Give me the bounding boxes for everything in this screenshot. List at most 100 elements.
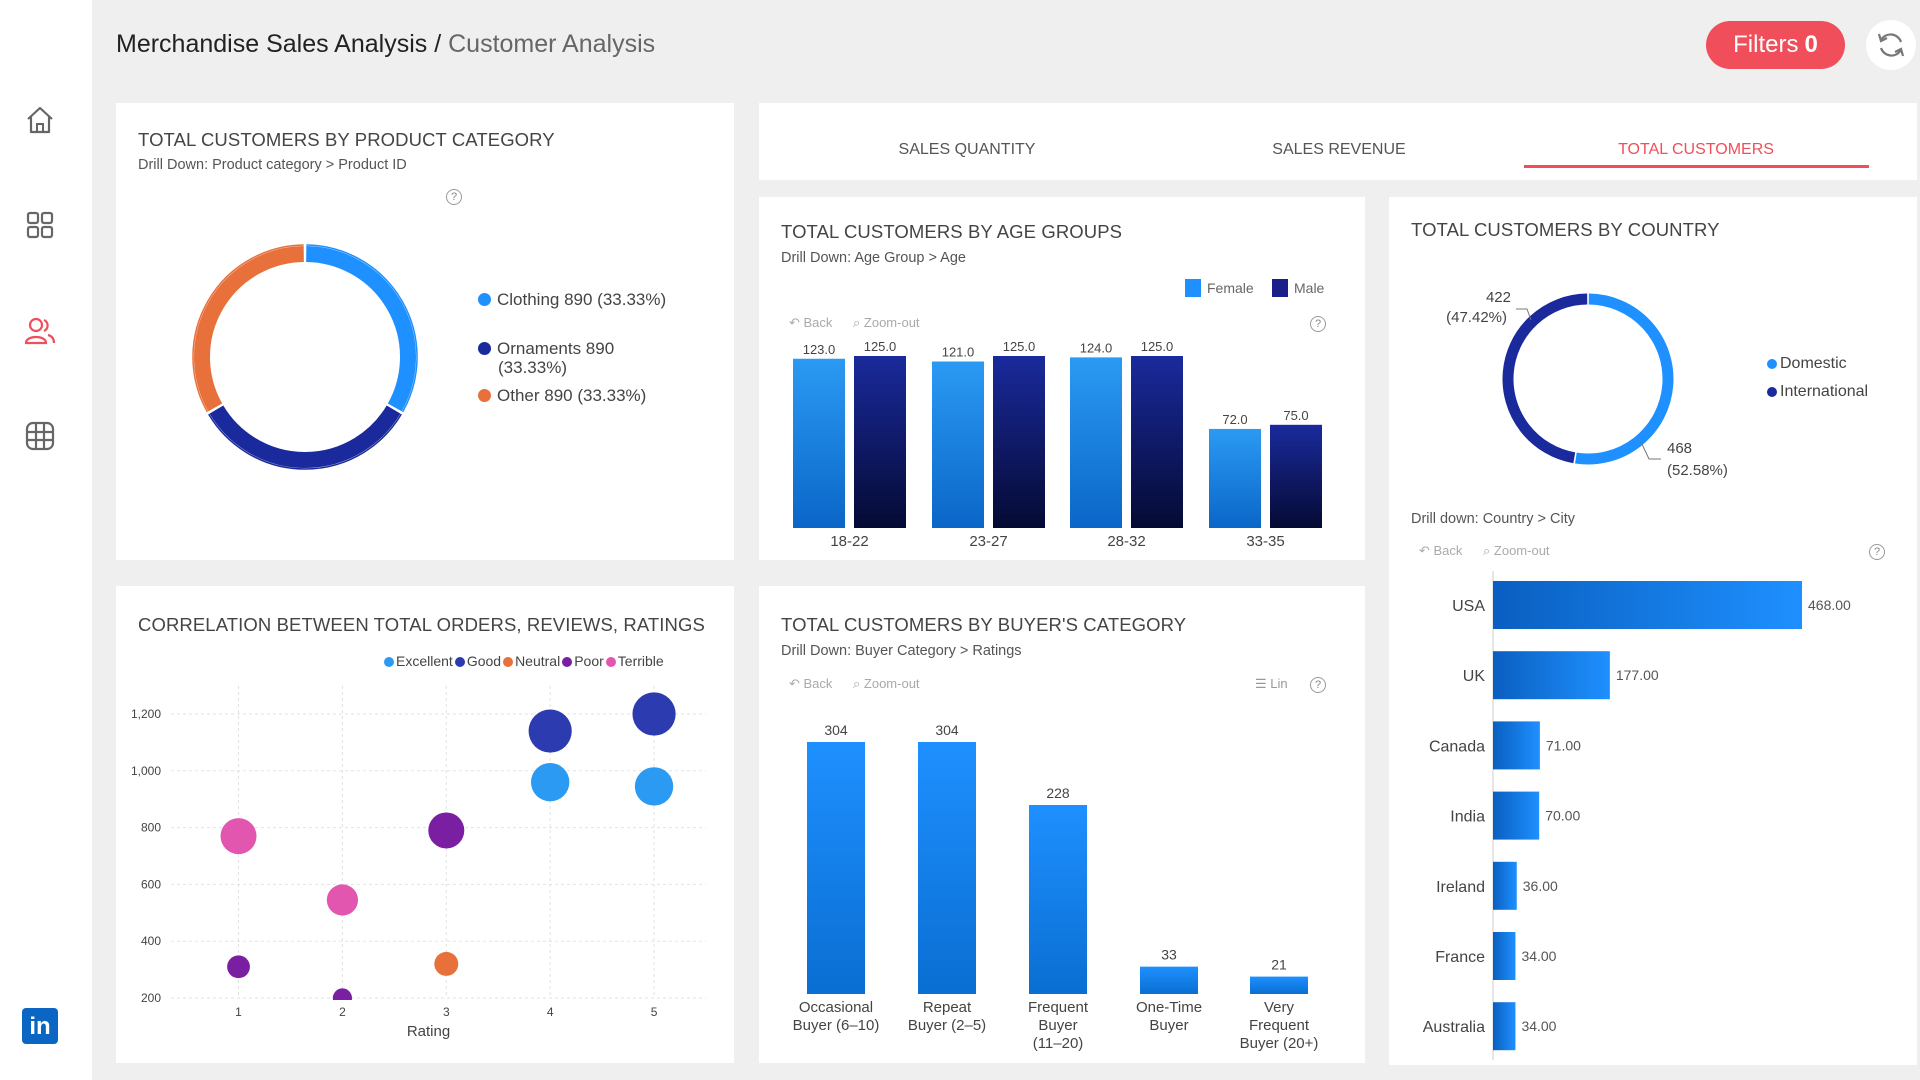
- linear-scale-toggle[interactable]: ☰ Lin: [1255, 676, 1288, 691]
- legend-item-male[interactable]: Male: [1272, 279, 1324, 297]
- bubble-poor: [332, 988, 353, 1000]
- y-tick-label: Australia: [1423, 1019, 1485, 1036]
- legend-label: Clothing 890 (33.33%): [497, 290, 667, 309]
- tabs-card: SALES QUANTITY SALES REVENUE TOTAL CUSTO…: [759, 103, 1917, 180]
- legend-item-ornaments-pct: (33.33%): [498, 358, 567, 377]
- bar-australia: [1493, 1002, 1516, 1051]
- legend-dot: [605, 657, 616, 667]
- x-tick-label: Buyer (2–5): [908, 1017, 986, 1034]
- linkedin-logo-icon[interactable]: in: [22, 1008, 58, 1044]
- zoom-out-button[interactable]: ⌕ Zoom-out: [853, 676, 920, 691]
- legend-item-poor[interactable]: Poor: [562, 653, 604, 669]
- x-tick-label: Frequent: [1028, 999, 1089, 1016]
- legend-label: Good: [466, 653, 502, 669]
- tab-sales-quantity[interactable]: SALES QUANTITY: [898, 141, 1036, 158]
- product-category-donut: [192, 244, 418, 470]
- bar-male: [854, 356, 906, 528]
- x-tick-label: Buyer: [1038, 1017, 1077, 1034]
- bar-value-label: 468.00: [1808, 597, 1851, 613]
- back-label: Back: [1433, 543, 1463, 558]
- back-button[interactable]: ↶ Back: [789, 676, 833, 691]
- legend-item-excellent[interactable]: Excellent: [384, 653, 453, 669]
- legend-dot: [478, 389, 491, 402]
- card-title: TOTAL CUSTOMERS BY AGE GROUPS: [781, 221, 1123, 242]
- dashboard-icon[interactable]: [22, 207, 58, 243]
- refresh-button[interactable]: [1866, 20, 1916, 70]
- page-title: Merchandise Sales Analysis / Customer An…: [116, 30, 655, 59]
- bar-buyer-category: [1250, 976, 1308, 994]
- donut-label-pct: (47.42%): [1446, 309, 1507, 326]
- x-tick-label: One-Time: [1136, 999, 1202, 1016]
- filters-count: 0: [1804, 31, 1818, 58]
- legend-item-international[interactable]: International: [1767, 383, 1868, 401]
- legend-item-clothing[interactable]: Clothing 890 (33.33%): [478, 290, 666, 310]
- zoom-out-button[interactable]: ⌕ Zoom-out: [1483, 543, 1550, 558]
- zoom-out-label: Zoom-out: [1493, 543, 1550, 558]
- correlation-legend: Excellent Good Neutral Poor Terrible: [384, 653, 666, 669]
- filters-button[interactable]: Filters 0: [1706, 21, 1845, 69]
- donut-slice-domestic: [1575, 293, 1674, 465]
- bubble-neutral: [434, 951, 459, 976]
- drill-down-label: Drill down: Country > City: [1411, 511, 1575, 527]
- drill-down-label: Drill Down: Buyer Category > Ratings: [781, 643, 1022, 659]
- y-tick-label: India: [1450, 809, 1485, 826]
- legend-dot: [503, 657, 514, 667]
- donut-slice-outline: [208, 413, 402, 470]
- back-button[interactable]: ↶ Back: [789, 315, 833, 330]
- bar-value-label: 125.0: [1003, 339, 1036, 354]
- bar-value-label: 36.00: [1523, 878, 1558, 894]
- breadcrumb-parent: Merchandise Sales Analysis /: [116, 30, 442, 58]
- bubble-group: [220, 692, 676, 1000]
- x-tick-label: 28-32: [1107, 533, 1145, 550]
- x-tick-label: Repeat: [923, 999, 972, 1016]
- home-icon[interactable]: [22, 102, 58, 138]
- y-tick-label: 1,000: [131, 764, 161, 778]
- bar-female: [793, 358, 845, 528]
- legend-item-female[interactable]: Female: [1185, 279, 1254, 297]
- x-tick-label: Occasional: [799, 999, 873, 1016]
- legend-label: Other 890 (33.33%): [497, 386, 647, 405]
- legend-label: Ornaments 890: [497, 339, 615, 358]
- legend-item-domestic[interactable]: Domestic: [1767, 355, 1847, 373]
- bar-male: [1270, 424, 1322, 528]
- leader-line: [1640, 441, 1661, 460]
- legend-item-other[interactable]: Other 890 (33.33%): [478, 386, 646, 406]
- help-icon[interactable]: ?: [446, 189, 462, 205]
- help-icon[interactable]: ?: [1869, 544, 1885, 560]
- bar-value-label: 304: [935, 722, 959, 738]
- users-icon[interactable]: [22, 313, 58, 349]
- legend-label: Neutral: [515, 653, 561, 669]
- help-icon[interactable]: ?: [1310, 316, 1326, 332]
- legend-item-ornaments[interactable]: Ornaments 890: [478, 339, 614, 359]
- table-grid-icon[interactable]: [22, 418, 58, 454]
- legend-swatch: [1272, 279, 1288, 297]
- bar-value-label: 125.0: [1141, 339, 1174, 354]
- x-tick-label: Buyer: [1149, 1017, 1188, 1034]
- correlation-card: CORRELATION BETWEEN TOTAL ORDERS, REVIEW…: [116, 586, 734, 1063]
- age-groups-chart: 123.0 125.0 18-22 121.0 125.0 23-27 124.0 125.0…: [793, 339, 1322, 550]
- active-tab-indicator: [1524, 165, 1869, 168]
- y-tick-label: Ireland: [1436, 879, 1485, 896]
- back-button[interactable]: ↶ Back: [1419, 543, 1463, 558]
- card-title: TOTAL CUSTOMERS BY PRODUCT CATEGORY: [138, 129, 555, 150]
- legend-dot: [1767, 359, 1777, 369]
- legend-item-neutral[interactable]: Neutral: [503, 653, 560, 669]
- tab-sales-revenue[interactable]: SALES REVENUE: [1272, 141, 1406, 158]
- bar-value-label: 123.0: [803, 342, 836, 357]
- legend-item-good[interactable]: Good: [454, 653, 502, 669]
- y-tick-label: UK: [1463, 668, 1486, 685]
- y-tick-label: 400: [141, 934, 161, 948]
- bar-france: [1493, 932, 1516, 980]
- tab-total-customers[interactable]: TOTAL CUSTOMERS: [1618, 141, 1774, 158]
- legend-label: Male: [1294, 280, 1325, 296]
- zoom-out-button[interactable]: ⌕ Zoom-out: [853, 315, 920, 330]
- bar-value-label: 21: [1271, 957, 1287, 973]
- legend-item-terrible[interactable]: Terrible: [605, 653, 664, 669]
- bar-buyer-category: [918, 742, 976, 994]
- age-groups-card: TOTAL CUSTOMERS BY AGE GROUPS Drill Down…: [759, 197, 1365, 560]
- help-icon[interactable]: ?: [1310, 677, 1326, 693]
- bubble-poor: [428, 812, 465, 849]
- y-tick-label: 1,200: [131, 707, 161, 721]
- zoom-out-label: Zoom-out: [863, 315, 920, 330]
